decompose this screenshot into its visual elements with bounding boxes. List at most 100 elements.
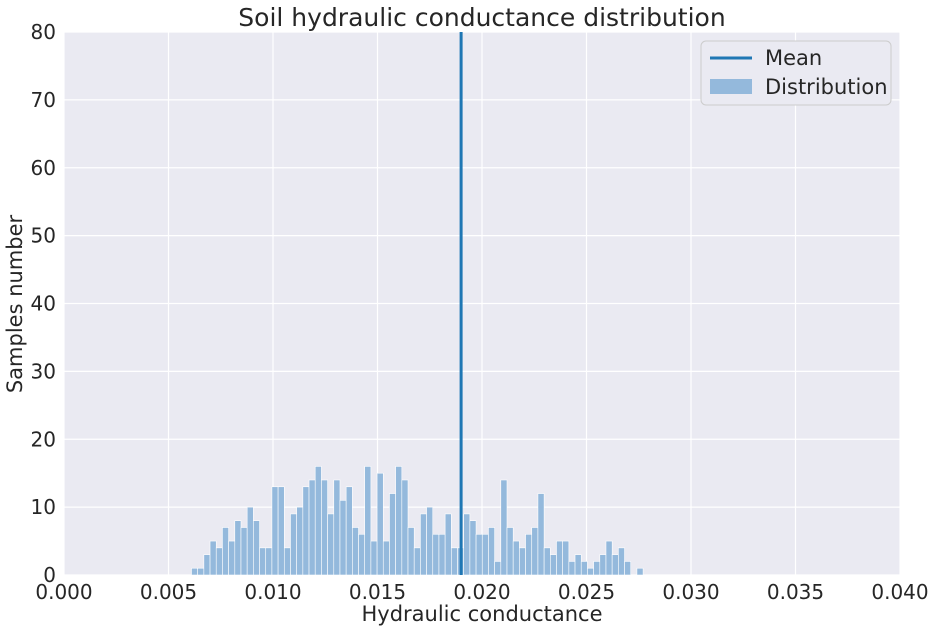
histogram-bar (246, 506, 254, 576)
y-tick-label: 70 (31, 88, 56, 112)
x-tick-label: 0.035 (767, 580, 824, 604)
histogram-bar (253, 520, 260, 576)
histogram-bar (259, 547, 267, 576)
histogram-bar (389, 493, 396, 576)
histogram-bar (525, 533, 533, 576)
y-tick-label: 80 (31, 20, 56, 44)
histogram-bar (432, 533, 440, 576)
histogram-bar (203, 554, 211, 576)
legend-mean-label: Mean (765, 46, 822, 70)
histogram-bar (314, 466, 322, 576)
legend-distribution-label: Distribution (765, 75, 888, 99)
histogram-bar (550, 554, 557, 576)
x-axis-label: Hydraulic conductance (361, 602, 602, 626)
histogram-bar (358, 533, 366, 576)
histogram-bar (426, 506, 434, 576)
histogram-bar (599, 554, 607, 576)
histogram-bar (494, 561, 502, 576)
histogram-bar (488, 527, 495, 576)
histogram-bar (333, 479, 341, 576)
histogram-bar (568, 561, 576, 576)
histogram-bar (611, 554, 619, 576)
histogram-bar (302, 486, 310, 576)
histogram-bar (562, 540, 570, 576)
histogram-bar (222, 527, 229, 576)
histogram-bar (574, 554, 582, 576)
histogram-bar (438, 533, 446, 576)
histogram-bar (345, 486, 353, 576)
x-tick-label: 0.000 (35, 580, 92, 604)
x-tick-labels: 0.000 0.005 0.010 0.015 0.020 0.025 0.030 0.035… (35, 580, 928, 604)
histogram-bar (593, 561, 601, 576)
y-tick-label: 10 (31, 495, 56, 519)
histogram-bar (339, 500, 347, 576)
histogram-bar (587, 567, 594, 576)
histogram-bar (475, 533, 483, 576)
histogram-bar (283, 547, 291, 576)
histogram-bar (444, 513, 452, 576)
chart-title: Soil hydraulic conductance distribution (238, 3, 725, 32)
histogram-bar (512, 540, 520, 576)
histogram-bar (215, 547, 223, 576)
histogram-bar (556, 540, 563, 576)
histogram-bar (228, 540, 236, 576)
x-tick-label: 0.025 (558, 580, 615, 604)
histogram-bar (413, 547, 421, 576)
histogram-bar (209, 540, 217, 576)
histogram-bar (395, 466, 403, 576)
y-tick-label: 20 (31, 427, 56, 451)
histogram-bar (463, 513, 471, 576)
legend: Mean Distribution (700, 40, 892, 106)
y-tick-labels: 0 10 20 30 40 50 60 70 80 (31, 20, 56, 587)
histogram-bar (197, 567, 205, 576)
histogram-bar (519, 547, 526, 576)
histogram-bar (364, 466, 372, 576)
histogram-bar (352, 527, 359, 576)
histogram-bar (370, 540, 378, 576)
histogram-bar (308, 479, 316, 576)
histogram-bar (296, 506, 304, 576)
histogram-bar (265, 547, 273, 576)
legend-distribution-swatch (710, 79, 752, 94)
histogram-bar (469, 520, 477, 576)
y-tick-label: 40 (31, 292, 56, 316)
y-axis-label: Samples number (3, 214, 27, 393)
histogram-bar (420, 513, 427, 576)
histogram-bar (624, 561, 632, 576)
histogram-bar (382, 540, 390, 576)
y-tick-label: 30 (31, 359, 56, 383)
x-tick-label: 0.015 (349, 580, 406, 604)
histogram-bar (234, 520, 242, 576)
histogram-bar (451, 547, 458, 576)
x-tick-label: 0.040 (871, 580, 928, 604)
histogram-bar (636, 567, 644, 576)
histogram-bar (240, 527, 248, 576)
histogram-bar (290, 513, 297, 576)
y-tick-label: 0 (43, 563, 56, 587)
y-tick-label: 60 (31, 156, 56, 180)
histogram-bar (580, 561, 588, 576)
histogram-bar (191, 567, 198, 576)
histogram-bar (321, 479, 328, 576)
histogram-bar (481, 533, 489, 576)
y-tick-label: 50 (31, 224, 56, 248)
histogram-bar (271, 486, 279, 576)
x-tick-label: 0.005 (140, 580, 197, 604)
histogram-bar (500, 479, 508, 576)
distribution-bars (191, 466, 644, 576)
x-tick-label: 0.020 (453, 580, 510, 604)
histogram-bar (537, 493, 545, 576)
histogram-bar (531, 527, 539, 576)
histogram-bar (506, 527, 514, 576)
histogram-bar (401, 479, 409, 576)
histogram-bar (618, 547, 625, 576)
histogram-bar (543, 547, 551, 576)
x-tick-label: 0.030 (662, 580, 719, 604)
x-tick-label: 0.010 (244, 580, 301, 604)
histogram-bar (277, 486, 285, 576)
histogram-bar (605, 540, 613, 576)
histogram-bar (407, 527, 415, 576)
histogram-bar (376, 472, 384, 576)
histogram-bar (327, 513, 335, 576)
